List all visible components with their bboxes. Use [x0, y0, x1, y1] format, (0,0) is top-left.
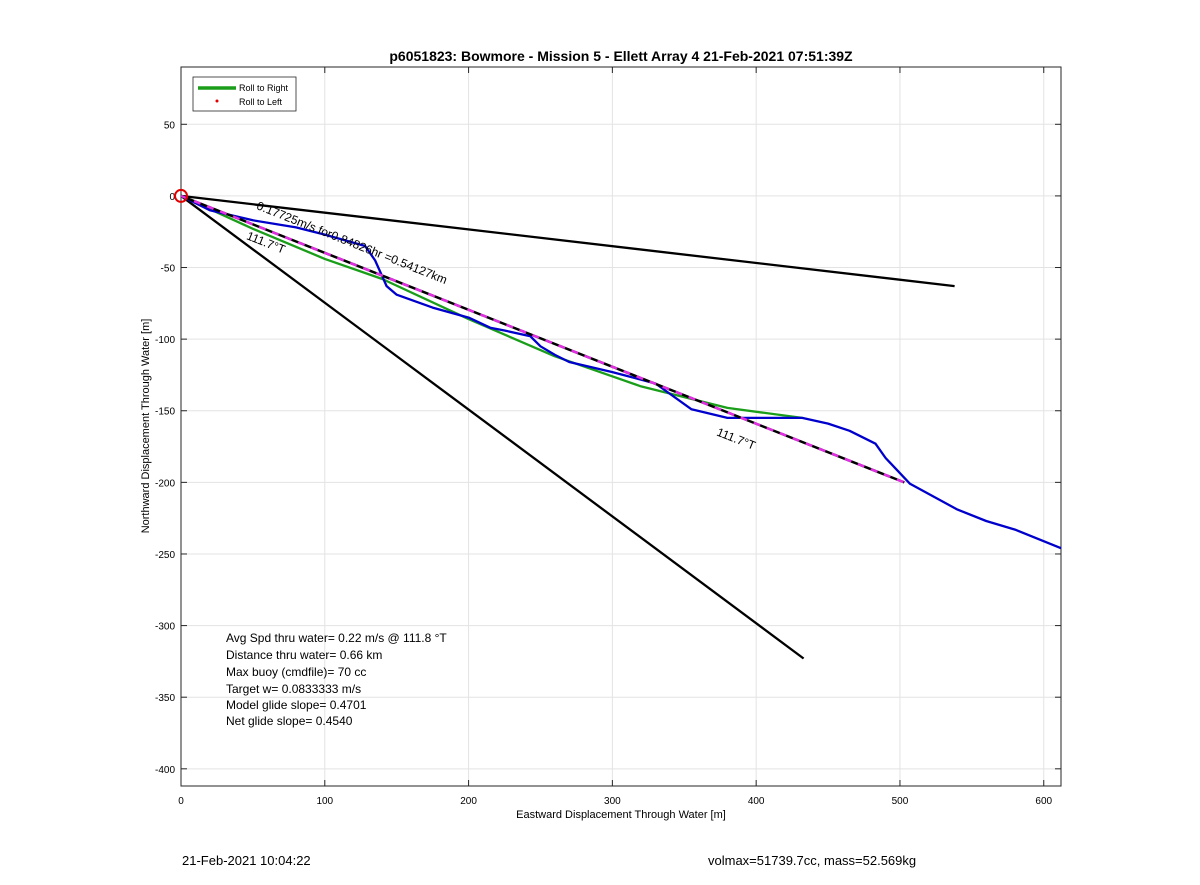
annotation-label-1: 111.7°T	[245, 229, 288, 257]
y-tick-label: -350	[155, 693, 175, 704]
y-tick-label: -100	[155, 335, 175, 346]
legend-label-roll-right: Roll to Right	[239, 83, 289, 93]
trajectory-chart: p6051823: Bowmore - Mission 5 - Ellett A…	[140, 48, 1062, 821]
x-tick-label: 200	[460, 796, 477, 807]
stat-avg-speed: Avg Spd thru water= 0.22 m/s @ 111.8 °T	[226, 631, 447, 645]
stat-target-w: Target w= 0.0833333 m/s	[226, 682, 361, 696]
stat-max-buoy: Max buoy (cmdfile)= 70 cc	[226, 665, 366, 679]
start-marker	[174, 188, 188, 203]
series-bound-lower	[180, 194, 805, 660]
y-tick-label: 0	[169, 192, 175, 203]
y-tick-label: 50	[164, 120, 176, 131]
series-roll-right	[180, 194, 803, 420]
x-tick-label: 500	[892, 796, 909, 807]
chart-title: p6051823: Bowmore - Mission 5 - Ellett A…	[389, 48, 853, 64]
legend: Roll to Right Roll to Left	[192, 76, 297, 112]
y-tick-label: -150	[155, 407, 175, 418]
legend-swatch-roll-left	[215, 99, 219, 103]
footer-vol-mass: volmax=51739.7cc, mass=52.569kg	[708, 853, 917, 868]
x-tick-label: 600	[1035, 796, 1052, 807]
footer-timestamp: 21-Feb-2021 10:04:22	[182, 853, 311, 868]
x-axis-label: Eastward Displacement Through Water [m]	[516, 809, 726, 821]
legend-box	[192, 76, 297, 112]
stat-net-glide: Net glide slope= 0.4540	[226, 714, 353, 728]
legend-label-roll-left: Roll to Left	[239, 97, 283, 107]
series-layer	[174, 188, 1062, 660]
annotation-layer: 0.17725m/s for0.84826hr =0.54127km111.7°…	[245, 199, 759, 453]
axis-ticks: 0 100 200 300 400 500 600500-50-100-150-200-25…	[155, 67, 1061, 807]
annotation-label-2: 111.7°T	[715, 425, 758, 453]
x-tick-label: 100	[316, 796, 333, 807]
grid-lines	[180, 67, 1061, 786]
y-tick-label: -200	[155, 478, 175, 489]
x-tick-label: 300	[604, 796, 621, 807]
y-axis-label: Northward Displacement Through Water [m]	[140, 319, 152, 534]
stat-distance: Distance thru water= 0.66 km	[226, 648, 382, 662]
stat-model-glide: Model glide slope= 0.4701	[226, 698, 367, 712]
series-bound-upper	[180, 194, 955, 288]
series-mean-track-dash	[180, 194, 905, 484]
y-tick-label: -250	[155, 550, 175, 561]
y-tick-label: -400	[155, 765, 175, 776]
series-trajectory	[180, 194, 1062, 550]
y-tick-label: -50	[161, 264, 176, 275]
x-tick-label: 400	[748, 796, 765, 807]
y-tick-label: -300	[155, 622, 175, 633]
stats-block: Avg Spd thru water= 0.22 m/s @ 111.8 °T …	[226, 631, 447, 728]
x-tick-label: 0	[178, 796, 184, 807]
plot-area	[180, 66, 1062, 787]
